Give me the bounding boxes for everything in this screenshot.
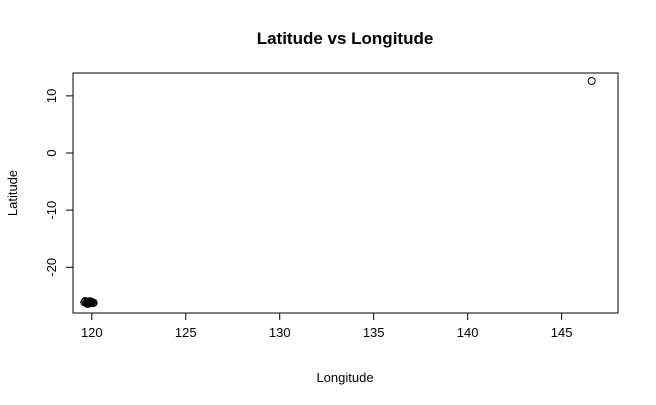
x-tick-label: 130 <box>269 325 291 340</box>
x-tick-label: 140 <box>457 325 479 340</box>
x-tick-label: 145 <box>551 325 573 340</box>
x-axis-label: Longitude <box>316 370 373 385</box>
y-tick-label: 0 <box>44 149 59 156</box>
data-points <box>80 77 596 308</box>
y-tick-label: -20 <box>44 258 59 277</box>
y-axis-label: Latitude <box>5 170 20 216</box>
data-point <box>83 297 92 306</box>
y-tick-label: -10 <box>44 201 59 220</box>
x-tick-label: 120 <box>81 325 103 340</box>
plot-frame <box>72 72 619 314</box>
y-tick-label: 10 <box>44 89 59 103</box>
data-point <box>86 298 95 307</box>
data-point <box>82 298 91 307</box>
x-tick-label: 135 <box>363 325 385 340</box>
chart-title: Latitude vs Longitude <box>257 29 434 48</box>
data-point <box>85 297 94 306</box>
data-point <box>587 77 596 85</box>
y-axis: 10 0 -10 -20 <box>44 89 73 277</box>
x-tick-label: 125 <box>175 325 197 340</box>
x-axis: 120 125 130 135 140 145 <box>81 313 573 340</box>
